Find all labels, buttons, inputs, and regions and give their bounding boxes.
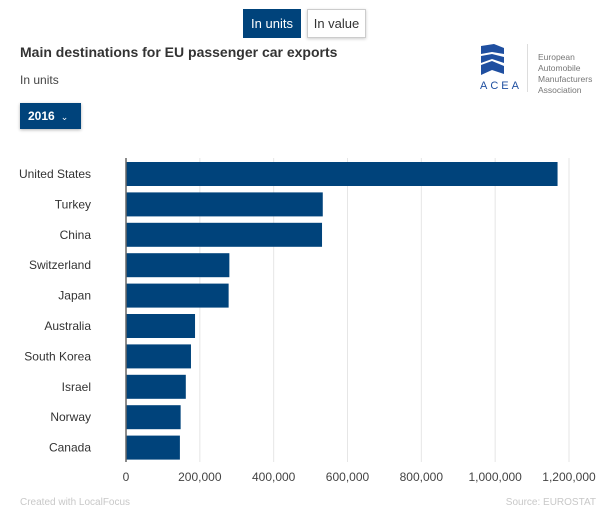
x-tick-label: 1,000,000 [468,470,522,484]
bar [126,405,181,430]
bar [126,314,196,338]
category-label: Canada [49,441,91,455]
bar [126,374,186,399]
acea-acronym: ACEA [480,80,522,92]
logo-divider [527,44,528,92]
category-label: China [60,228,92,242]
category-label: Japan [58,289,91,303]
year-dropdown[interactable]: 2016 ⌄ [20,103,81,129]
logo-line: European [538,52,575,62]
chart-title: Main destinations for EU passenger car e… [20,44,338,60]
x-tick-label: 600,000 [326,470,370,484]
bar [126,192,323,217]
category-label: Switzerland [29,258,91,272]
logo-line: Automobile [538,63,581,73]
x-tick-label: 400,000 [252,470,296,484]
created-with-link[interactable]: Created with LocalFocus [20,497,131,508]
category-label: South Korea [24,349,91,363]
chart-subtitle: In units [20,73,59,87]
category-label: Israel [62,380,91,394]
category-label: Australia [44,319,91,333]
bar [126,222,323,247]
x-tick-label: 1,200,000 [542,470,596,484]
logo-line: Manufacturers [538,74,593,84]
bar [126,162,558,186]
acea-logo-icon [481,44,504,75]
logo-line: Association [538,85,582,95]
in-value-toggle[interactable]: In value [307,9,366,38]
x-tick-label: 0 [123,470,130,484]
in-units-toggle[interactable]: In units [243,9,301,38]
chevron-down-icon: ⌄ [60,112,69,122]
category-label: United States [19,167,91,181]
category-label: Turkey [55,197,91,211]
year-value: 2016 [28,109,55,123]
x-tick-label: 800,000 [400,470,444,484]
source-label[interactable]: Source: EUROSTAT [505,497,596,508]
bar-chart: 0 200,000 400,000 600,000 800,000 1,000,000 1,… [19,158,596,484]
bar [126,253,230,278]
bar [126,283,229,308]
category-label: Norway [50,410,91,424]
bar [126,435,180,460]
x-tick-label: 200,000 [178,470,222,484]
bar [126,344,191,369]
